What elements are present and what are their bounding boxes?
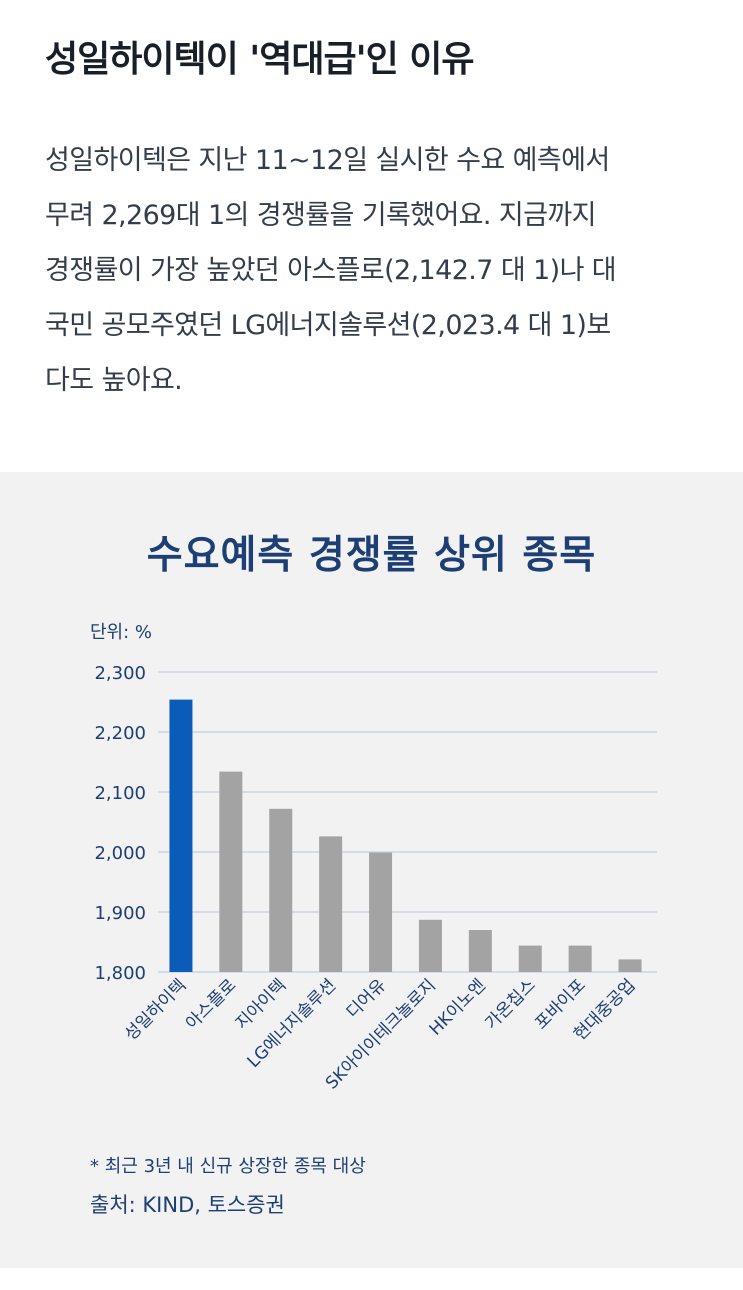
x-tick-label: 성일하이텍 [121,975,190,1044]
paragraph-line: 무려 2,269대 1의 경쟁률을 기록했어요. 지금까지 [45,200,596,231]
bar [568,945,592,972]
y-tick-label: 2,000 [94,843,146,864]
unit-label: 단위: % [90,622,153,643]
y-tick-label: 1,900 [94,903,146,924]
paragraph-line: 국민 공모주였던 LG에너지솔루션(2,023.4 대 1)보 [45,310,611,341]
x-tick-label: LG에너지솔루션 [244,975,341,1072]
bar [418,919,442,972]
bar [219,771,243,972]
x-tick-label: 디어유 [343,975,390,1022]
x-tick-label: 가온칩스 [481,975,539,1033]
bar [269,808,293,972]
bar [518,945,542,972]
bar [369,852,393,972]
article-heading: 성일하이텍이 '역대급'인 이유 [45,39,475,80]
y-tick-label: 1,800 [94,963,146,984]
bar [468,930,492,972]
chart-footnote: * 최근 3년 내 신규 상장한 종목 대상 [90,1156,366,1177]
chart-title: 수요예측 경쟁률 상위 종목 [146,533,597,578]
bar [319,836,343,972]
y-tick-label: 2,200 [94,723,146,744]
paragraph-line: 성일하이텍은 지난 11~12일 실시한 수요 예측에서 [45,145,610,176]
paragraph-line: 경쟁률이 가장 높았던 아스플로(2,142.7 대 1)나 대 [45,255,617,286]
chart-source: 출처: KIND, 토스증권 [90,1193,285,1217]
paragraph-line: 다도 높아요. [45,365,183,396]
bar [618,959,642,972]
chart-panel: 수요예측 경쟁률 상위 종목 단위: % 2,300 2,200 2,100 2,00… [0,472,743,1268]
article-paragraph: 성일하이텍은 지난 11~12일 실시한 수요 예측에서 무려 2,269대 1… [45,133,715,408]
bar [169,699,193,972]
x-tick-label: 아스플로 [182,975,240,1033]
bar-chart: 2,3002,2002,1002,0001,9001,800성일하이텍아스플로지… [94,663,657,1094]
y-tick-label: 2,100 [94,783,146,804]
y-tick-label: 2,300 [94,663,146,684]
